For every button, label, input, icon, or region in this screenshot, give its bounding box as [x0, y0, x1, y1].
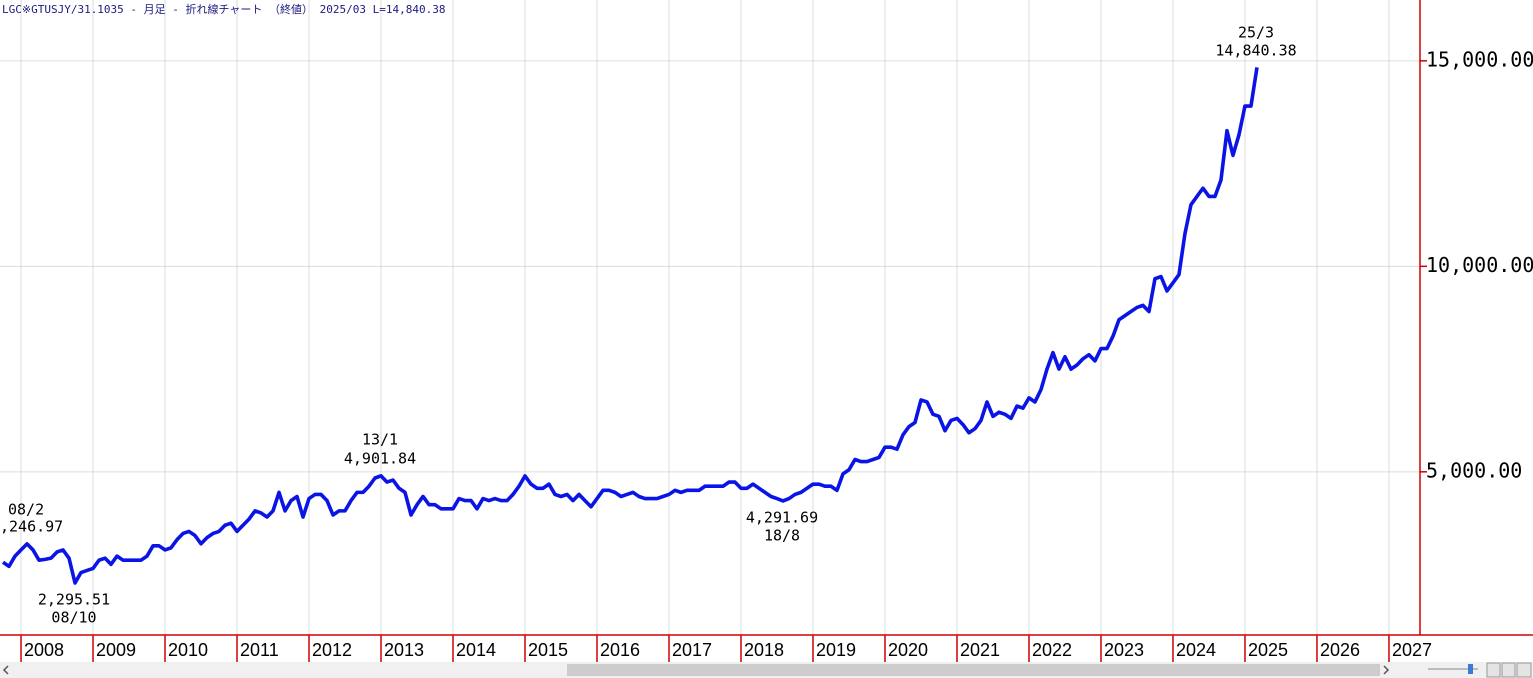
y-tick-label: 10,000.00	[1426, 253, 1533, 277]
y-tick-label: 5,000.00	[1426, 458, 1522, 482]
annotation-date: 13/1	[362, 431, 398, 449]
plot	[2, 67, 1259, 585]
annotation-date: 25/3	[1238, 24, 1274, 42]
annotation-value: 2,295.51	[38, 591, 110, 609]
x-tick-label: 2009	[96, 640, 136, 660]
zoom-button[interactable]	[1501, 662, 1516, 678]
annotation-date: 08/10	[51, 609, 96, 627]
scroll-right[interactable]	[1383, 665, 1390, 675]
annotation-value: 4,901.84	[344, 450, 416, 468]
x-tick-label: 2017	[672, 640, 712, 660]
annotation-date: 08/2	[8, 501, 44, 519]
scroll-left[interactable]	[2, 665, 9, 675]
annotation-value: 4,291.69	[746, 509, 818, 527]
x-tick-label: 2011	[240, 640, 279, 660]
zoom-slider-thumb[interactable]	[1468, 664, 1473, 674]
x-tick-label: 2012	[312, 640, 352, 660]
x-tick-label: 2015	[528, 640, 568, 660]
x-tick-label: 2025	[1248, 640, 1288, 660]
x-tick-label: 2016	[600, 640, 640, 660]
chart-title: LGC※GTUSJY/31.1035 - 月足 - 折れ線チャート （終値） 2…	[2, 2, 446, 16]
annotation-value: ,246.97	[0, 518, 63, 536]
scroll-thumb[interactable]	[567, 664, 1380, 676]
x-tick-label: 2027	[1392, 640, 1432, 660]
x-tick-label: 2019	[816, 640, 856, 660]
annotation-date: 18/8	[764, 527, 800, 545]
x-tick-label: 2008	[24, 640, 64, 660]
x-tick-label: 2010	[168, 640, 208, 660]
x-tick-label: 2022	[1032, 640, 1072, 660]
x-tick-label: 2023	[1104, 640, 1144, 660]
x-tick-label: 2014	[456, 640, 496, 660]
annotation-value: 14,840.38	[1215, 42, 1296, 60]
y-tick-label: 15,000.00	[1426, 47, 1533, 71]
zoom-button[interactable]	[1516, 662, 1532, 678]
zoom-bg	[1420, 662, 1533, 678]
zoom-button[interactable]	[1486, 662, 1501, 678]
x-tick-label: 2021	[960, 640, 1000, 660]
x-tick-label: 2018	[744, 640, 784, 660]
scrollbar[interactable]	[0, 662, 1420, 678]
x-tick-label: 2026	[1320, 640, 1360, 660]
price-line	[2, 67, 1259, 585]
zoom-controls[interactable]	[1420, 662, 1533, 678]
x-tick-label: 2024	[1176, 640, 1216, 660]
x-tick-label: 2013	[384, 640, 424, 660]
x-tick-label: 2020	[888, 640, 928, 660]
grid	[0, 0, 1420, 635]
